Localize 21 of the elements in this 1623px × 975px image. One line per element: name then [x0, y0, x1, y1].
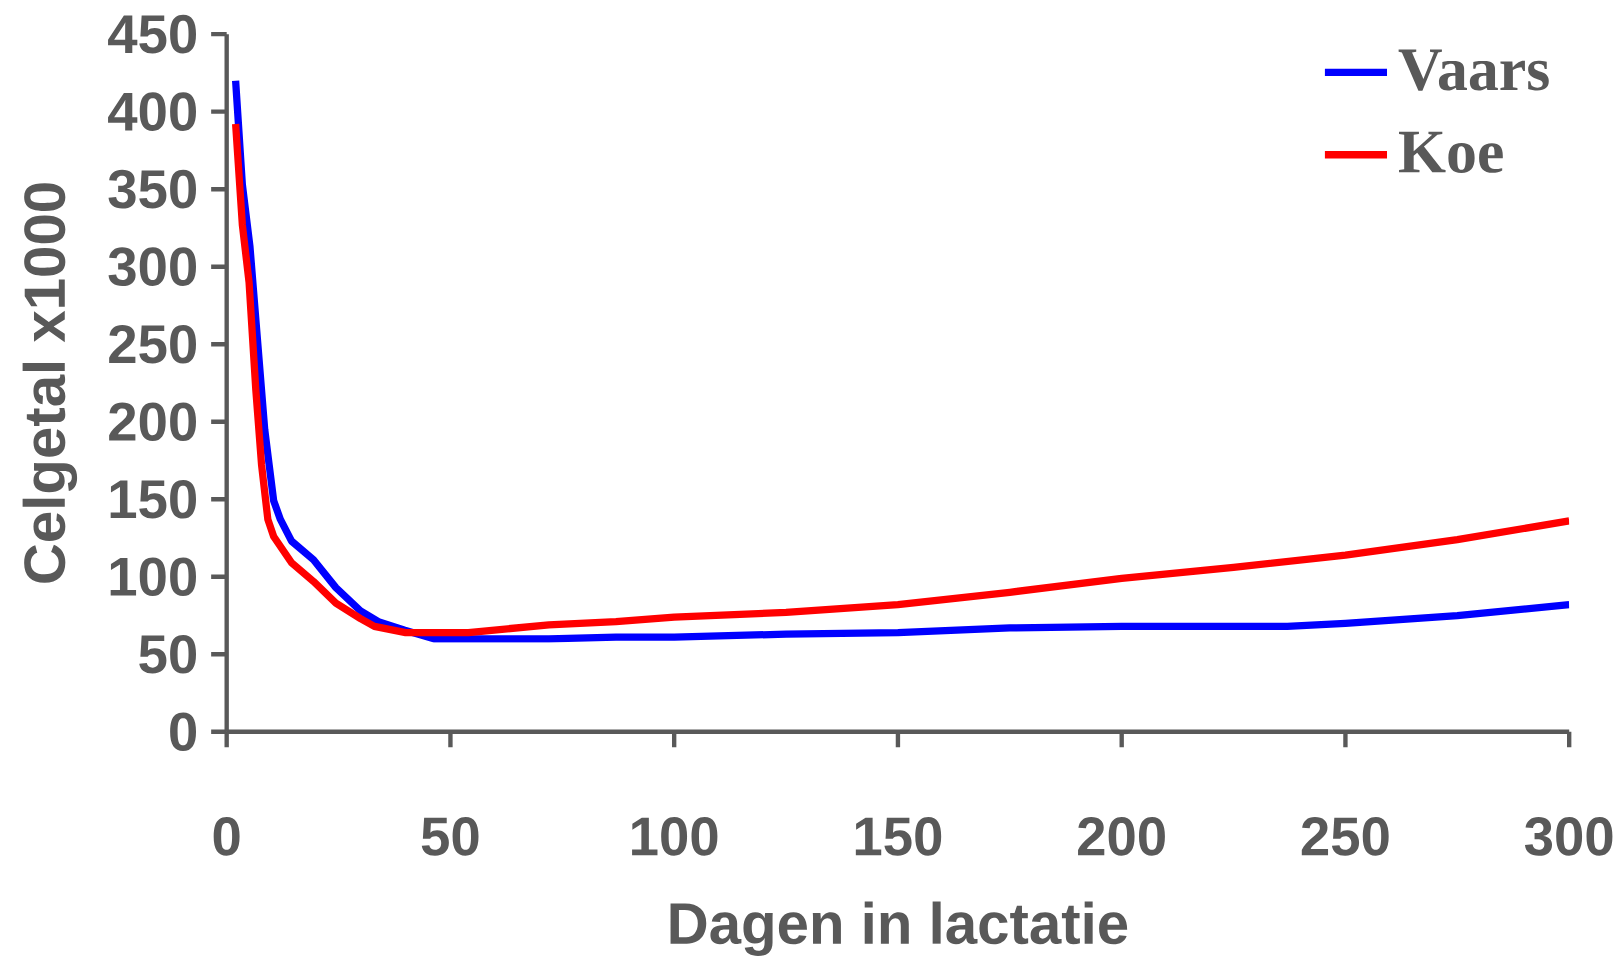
x-tick-label: 250	[1301, 817, 1389, 856]
x-tick-label: 150	[855, 817, 942, 856]
y-tick-label: 0	[170, 712, 197, 752]
x-tick-label: 50	[421, 817, 479, 856]
y-tick-label: 100	[110, 557, 197, 597]
y-axis-title: Celgetal x1000	[22, 183, 78, 583]
x-tick-label: 100	[632, 817, 718, 856]
y-tick-label: 150	[110, 479, 197, 519]
legend-label: Koe	[1399, 131, 1503, 173]
y-tick-label: 200	[109, 402, 197, 442]
y-tick-label: 450	[108, 14, 197, 54]
y-tick-label: 400	[108, 92, 197, 131]
y-tick-label: 300	[108, 247, 197, 287]
x-tick-label: 0	[213, 817, 240, 856]
x-axis-title: Dagen in lactatie	[670, 901, 1128, 956]
y-tick-label: 350	[108, 169, 197, 209]
legend-label: Vaars	[1398, 49, 1549, 91]
x-tick-label: 300	[1524, 817, 1613, 856]
y-tick-label: 250	[109, 324, 197, 364]
y-tick-label: 50	[139, 634, 197, 674]
x-tick-label: 200	[1078, 817, 1165, 856]
